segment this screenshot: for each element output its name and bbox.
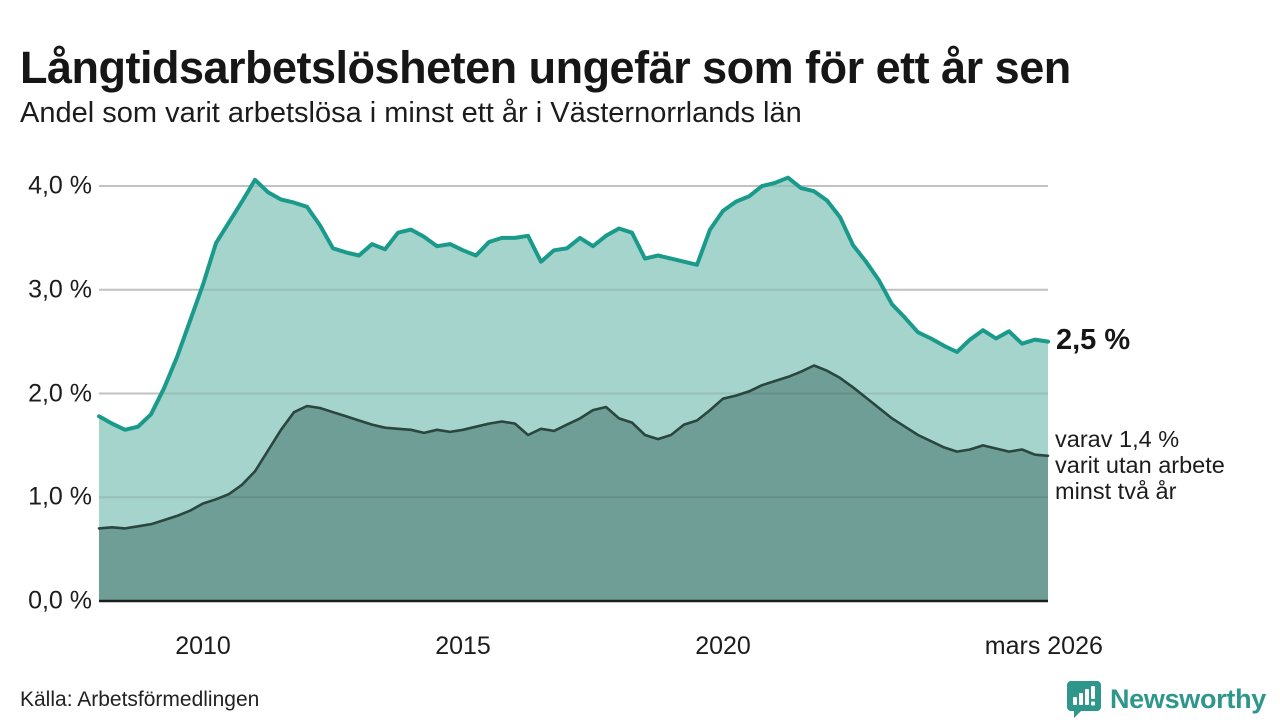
annotation-note: varav 1,4 % varit utan arbete minst två … <box>1055 426 1225 504</box>
area-two-year <box>99 365 1048 601</box>
y-tick-label: 0,0 % <box>28 586 92 615</box>
x-tick-label: mars 2026 <box>984 632 1103 660</box>
newsworthy-logo: Newsworthy <box>1066 680 1266 718</box>
source-label: Källa: Arbetsförmedlingen <box>20 688 260 711</box>
y-tick-label: 2,0 % <box>28 379 92 407</box>
chart-subtitle: Andel som varit arbetslösa i minst ett å… <box>20 97 802 129</box>
gridlines-overlay <box>99 185 1048 499</box>
x-tick-label: 2015 <box>435 632 491 660</box>
line-one-year <box>97 175 1050 432</box>
newsworthy-wordmark: Newsworthy <box>1109 683 1266 714</box>
page-title: Långtidsarbetslösheten ungefär som för e… <box>20 42 1071 94</box>
newsworthy-icon <box>1066 681 1101 718</box>
end-value-label: 2,5 % <box>1056 324 1131 356</box>
x-tick-label: 2010 <box>175 632 231 660</box>
line-two-year <box>97 364 1050 530</box>
y-tick-label: 4,0 % <box>28 171 92 200</box>
x-tick-label: 2020 <box>695 632 751 660</box>
y-tick-label: 1,0 % <box>28 482 92 511</box>
y-tick-label: 3,0 % <box>28 275 92 304</box>
